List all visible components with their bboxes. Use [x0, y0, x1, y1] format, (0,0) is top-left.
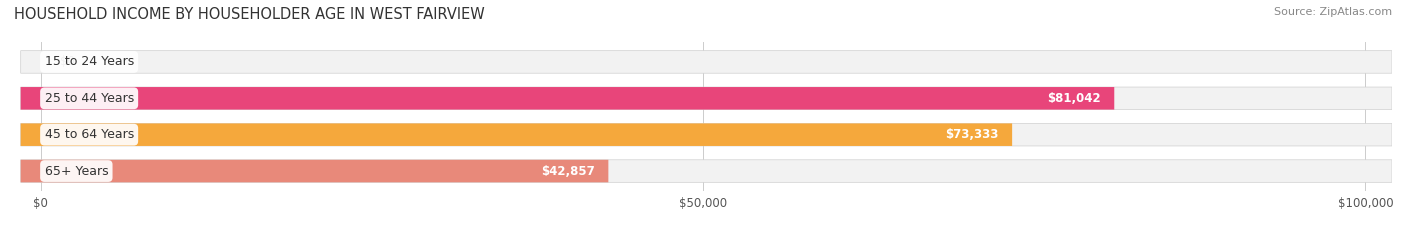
FancyBboxPatch shape — [21, 123, 1012, 146]
Text: HOUSEHOLD INCOME BY HOUSEHOLDER AGE IN WEST FAIRVIEW: HOUSEHOLD INCOME BY HOUSEHOLDER AGE IN W… — [14, 7, 485, 22]
FancyBboxPatch shape — [21, 87, 1392, 110]
FancyBboxPatch shape — [21, 160, 609, 182]
Text: $81,042: $81,042 — [1047, 92, 1101, 105]
FancyBboxPatch shape — [21, 123, 1392, 146]
FancyBboxPatch shape — [21, 51, 1392, 73]
Text: 45 to 64 Years: 45 to 64 Years — [45, 128, 134, 141]
Text: $42,857: $42,857 — [541, 164, 595, 178]
Text: Source: ZipAtlas.com: Source: ZipAtlas.com — [1274, 7, 1392, 17]
FancyBboxPatch shape — [21, 160, 1392, 182]
Text: 15 to 24 Years: 15 to 24 Years — [45, 55, 134, 69]
Text: $0: $0 — [60, 55, 76, 69]
FancyBboxPatch shape — [21, 87, 1115, 110]
Text: 65+ Years: 65+ Years — [45, 164, 108, 178]
Text: $73,333: $73,333 — [945, 128, 998, 141]
Text: 25 to 44 Years: 25 to 44 Years — [45, 92, 134, 105]
